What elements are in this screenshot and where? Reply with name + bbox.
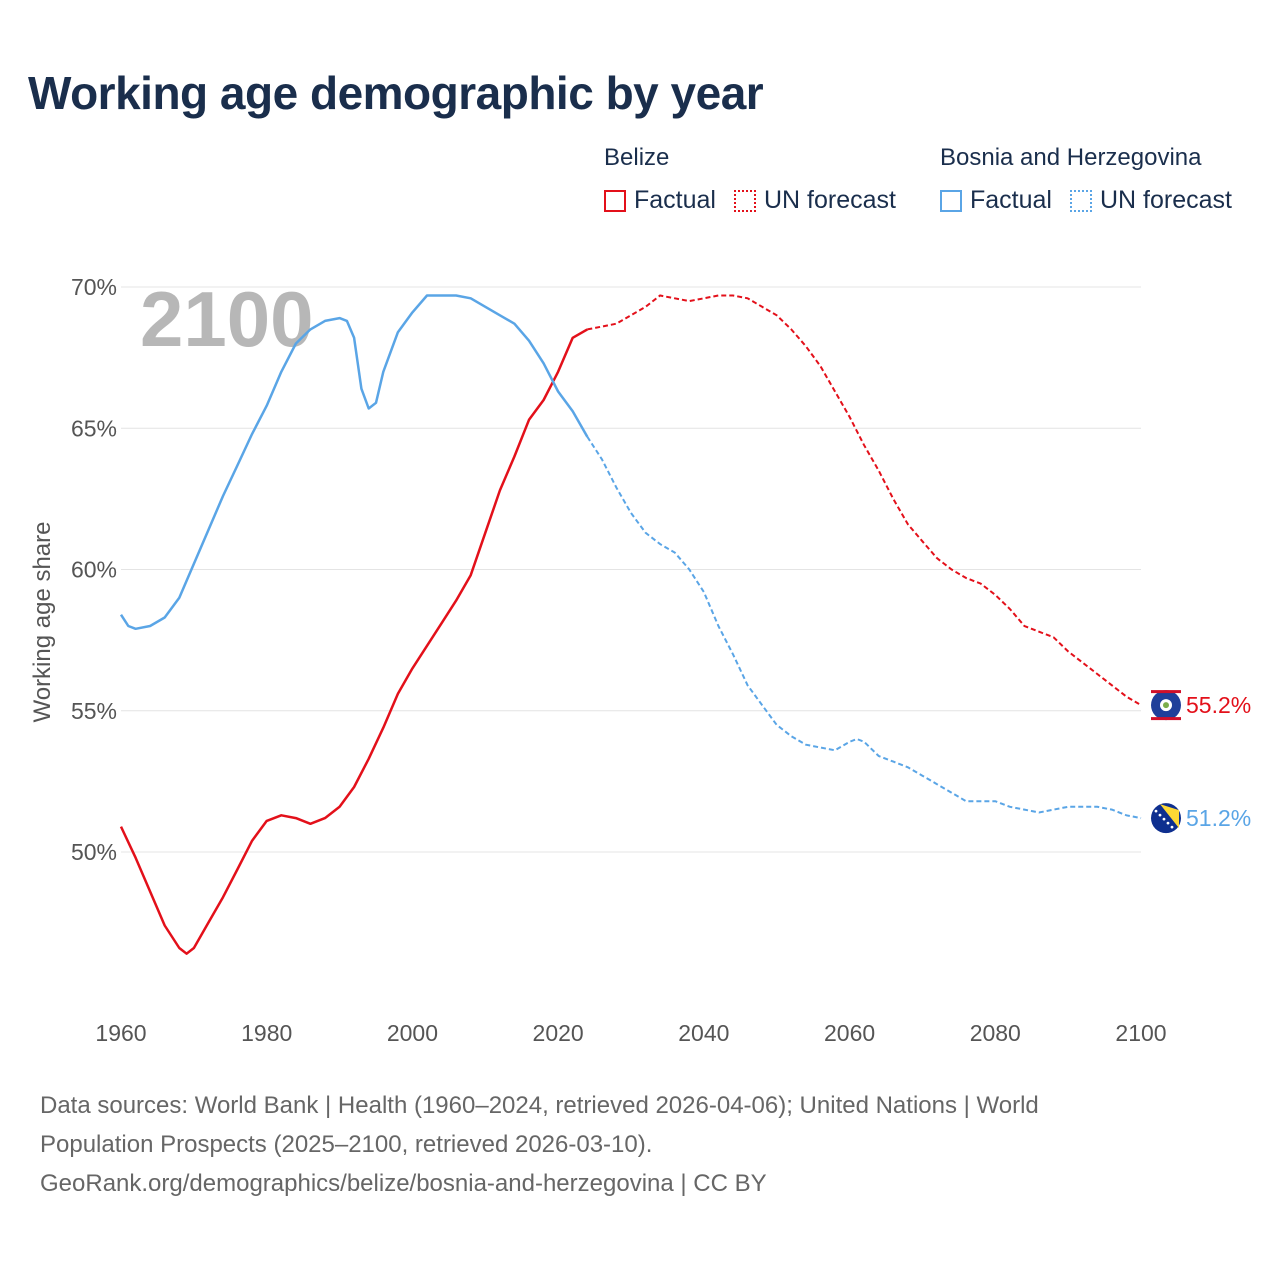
bosnia-flag-star-5 — [1170, 825, 1174, 829]
belize-flag-stripe-top — [1151, 690, 1181, 694]
x-tick-label-2000: 2000 — [387, 1020, 438, 1046]
line-chart: 50% 55% 60% 65% 70% 1960 1980 2000 2020 2040 2060 2… — [29, 274, 1251, 1046]
legend-belize-forecast-label: UN forecast — [763, 186, 896, 214]
legend-bosnia-title: Bosnia and Herzegovina — [940, 144, 1202, 171]
x-tick-label-2020: 2020 — [533, 1020, 584, 1046]
chart-title: Working age demographic by year — [28, 67, 764, 119]
legend-swatch-solid-blue — [940, 189, 962, 212]
x-tick-label-2100: 2100 — [1115, 1020, 1166, 1046]
legend-bosnia-factual-label: Factual — [970, 186, 1052, 214]
x-tick-label-1960: 1960 — [95, 1020, 146, 1046]
y-tick-label-50: 50% — [71, 839, 117, 865]
series-bosnia-forecast-line — [586, 436, 1142, 820]
y-axis-label: Working age share — [29, 522, 56, 723]
belize-end-value-label: 55.2% — [1186, 692, 1251, 718]
x-tick-label-2080: 2080 — [970, 1020, 1021, 1046]
bosnia-flag-star-4 — [1166, 821, 1170, 825]
bosnia-flag-triangle — [1160, 804, 1179, 829]
legend-swatch-dotted-red — [733, 189, 756, 212]
legend-group-belize: Belize Factual UN forecast — [604, 144, 914, 215]
legend-belize-forecast[interactable]: UN forecast — [733, 186, 896, 215]
bosnia-end-value-label: 51.2% — [1186, 805, 1251, 831]
bosnia-flag-star-3 — [1162, 817, 1166, 821]
legend-bosnia-forecast-label: UN forecast — [1099, 186, 1232, 214]
series-belize-forecast-line — [587, 294, 1142, 706]
y-tick-label-65: 65% — [71, 415, 117, 441]
legend-belize-factual[interactable]: Factual — [604, 186, 716, 215]
y-tick-label-70: 70% — [71, 274, 117, 300]
x-tick-label-2060: 2060 — [824, 1020, 875, 1046]
legend-swatch-dotted-blue — [1069, 189, 1092, 212]
y-tick-label-60: 60% — [71, 557, 117, 583]
series-bosnia-factual-line — [119, 294, 589, 631]
legend-belize-factual-label: Factual — [634, 186, 716, 214]
belize-flag-emblem-center — [1163, 702, 1169, 709]
legend-bosnia-factual[interactable]: Factual — [940, 186, 1052, 215]
legend-bosnia-forecast[interactable]: UN forecast — [1069, 186, 1232, 215]
footer-attribution[interactable]: GeoRank.org/demographics/belize/bosnia-a… — [40, 1170, 767, 1197]
legend-group-bosnia: Bosnia and Herzegovina Factual UN foreca… — [940, 144, 1232, 215]
legend-belize-title: Belize — [604, 144, 670, 171]
data-sources-footer: Data sources: World Bank | Health (1960–… — [40, 1086, 1150, 1203]
bosnia-flag-star-2 — [1158, 813, 1162, 817]
x-tick-label-2040: 2040 — [678, 1020, 729, 1046]
legend-swatch-solid-red — [604, 189, 626, 212]
x-tick-label-1980: 1980 — [241, 1020, 292, 1046]
bosnia-flag-star-1 — [1154, 809, 1158, 813]
year-watermark: 2100 — [140, 275, 314, 363]
belize-flag-stripe-bottom — [1151, 717, 1181, 721]
footer-sources: Data sources: World Bank | Health (1960–… — [40, 1092, 1039, 1158]
y-tick-label-55: 55% — [71, 698, 117, 724]
series-belize-factual-line — [119, 328, 588, 955]
